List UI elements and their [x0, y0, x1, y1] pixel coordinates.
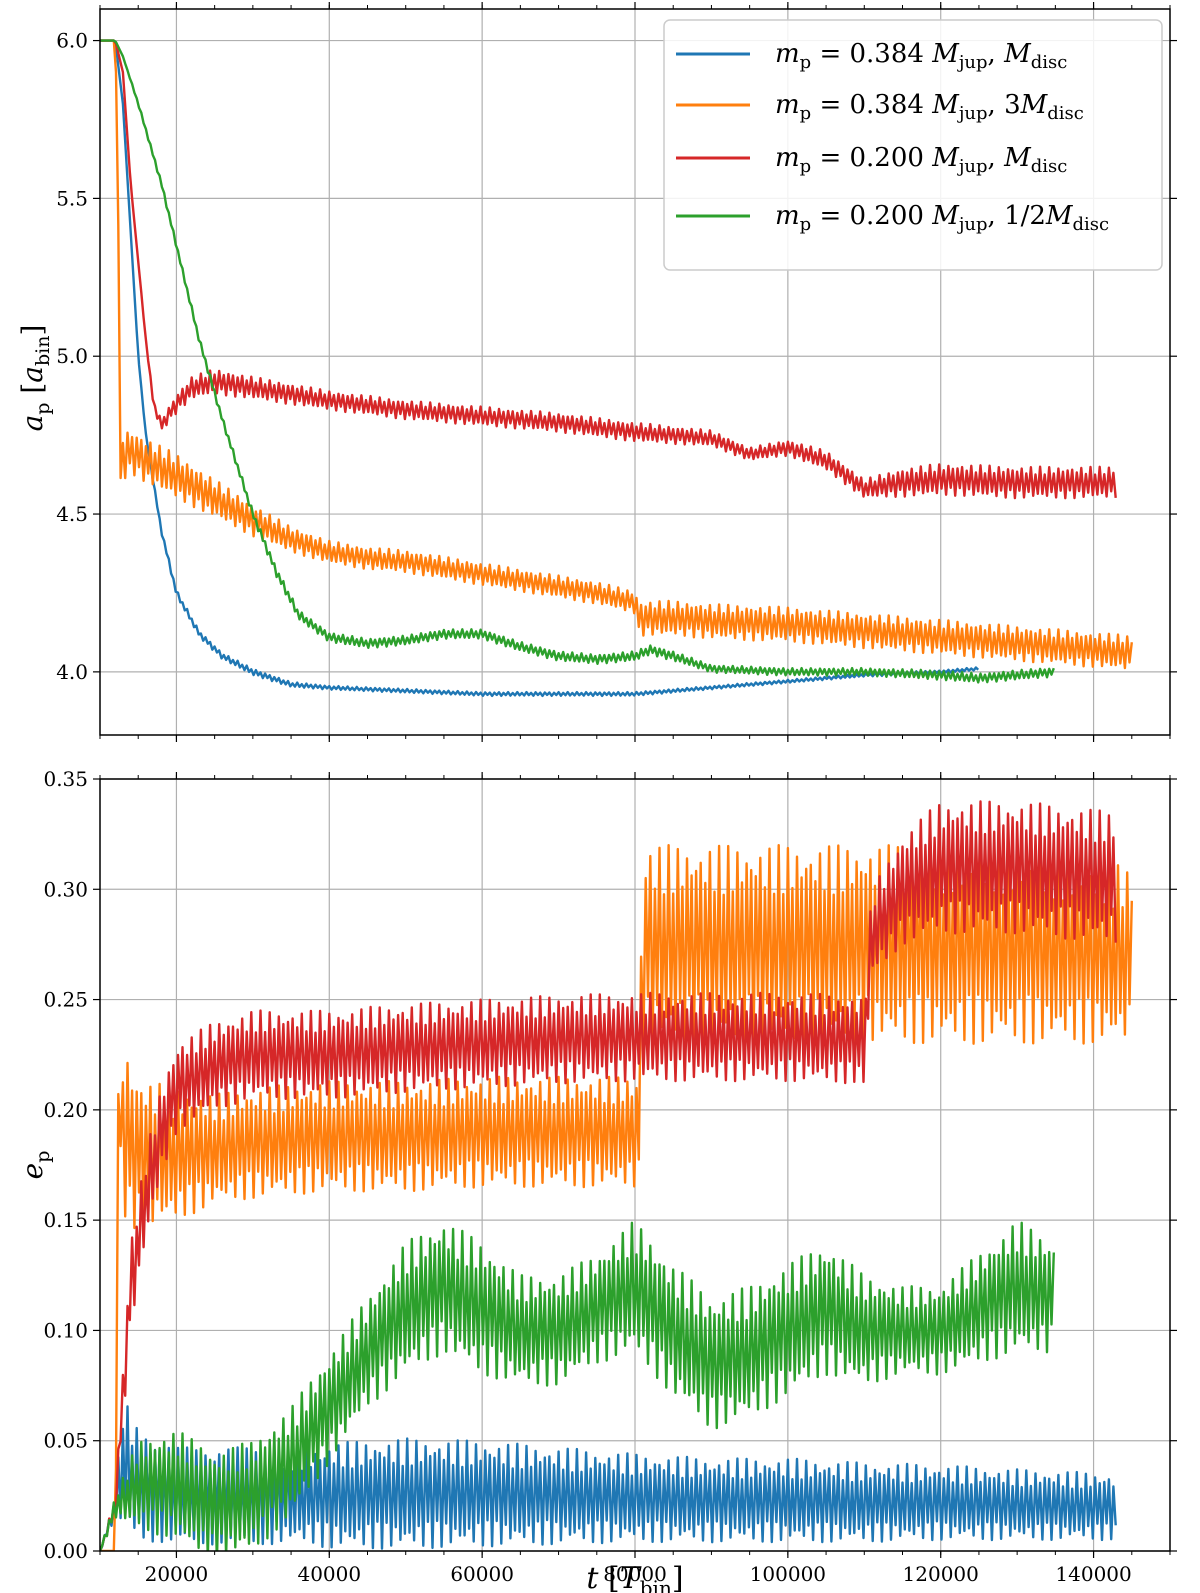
legend-label-1: mp = 0.384 Mjup, Mdisc — [775, 39, 1067, 73]
top-series-line-4 — [100, 39, 1055, 684]
legend-label-2: mp = 0.384 Mjup, 3Mdisc — [775, 90, 1084, 124]
legend-label-4: mp = 0.200 Mjup, 1/2Mdisc — [775, 201, 1109, 235]
bottom-series-line-2 — [100, 844, 1133, 1551]
panel-semi-major-axis: 4.0 4.5 5.0 5.5 6.0 ap [abin] mp = 0.384 Mju… — [16, 2, 1177, 742]
bottom-y-axis-label: ep — [16, 1151, 54, 1180]
x-tick-label: 20000 — [145, 1562, 209, 1586]
x-tick-label: 40000 — [297, 1562, 361, 1586]
top-y-tick-label: 6.0 — [56, 29, 88, 53]
top-y-tick-label: 4.5 — [56, 502, 88, 526]
bottom-y-tick-label: 0.00 — [43, 1539, 88, 1563]
bottom-y-tick-label: 0.10 — [43, 1318, 88, 1342]
top-y-tick-label: 5.0 — [56, 344, 88, 368]
x-tick-label: 80000 — [603, 1562, 667, 1586]
x-tick-label: 120000 — [903, 1562, 979, 1586]
legend: mp = 0.384 Mjup, Mdisc mp = 0.384 Mjup, 3… — [663, 19, 1163, 271]
legend-label-3: mp = 0.200 Mjup, Mdisc — [775, 143, 1067, 177]
bottom-y-tick-label: 0.25 — [43, 988, 88, 1012]
top-series-line-2 — [100, 39, 1133, 670]
bottom-ticks: 20000 40000 60000 80000 100000 120000 140000 0.… — [43, 767, 1177, 1586]
bottom-series-line-3 — [100, 800, 1117, 1551]
x-tick-label: 100000 — [750, 1562, 826, 1586]
panel-eccentricity: 20000 40000 60000 80000 100000 120000 140000 0.… — [16, 767, 1177, 1593]
x-axis-label: t [Tbin] — [586, 1561, 683, 1593]
bottom-y-tick-label: 0.35 — [43, 767, 88, 791]
top-ticks: 4.0 4.5 5.0 5.5 6.0 — [56, 2, 1177, 742]
bottom-series-line-4 — [100, 1221, 1055, 1551]
top-y-axis-label: ap [abin] — [16, 325, 54, 432]
top-series-line-1 — [100, 39, 980, 698]
top-y-tick-label: 4.0 — [56, 660, 88, 684]
x-tick-label: 140000 — [1055, 1562, 1131, 1586]
bottom-series-group — [100, 800, 1133, 1551]
legend-box — [663, 19, 1163, 271]
bottom-y-tick-label: 0.30 — [43, 877, 88, 901]
bottom-y-tick-label: 0.20 — [43, 1098, 88, 1122]
bottom-y-tick-label: 0.15 — [43, 1208, 88, 1232]
bottom-y-tick-label: 0.05 — [43, 1429, 88, 1453]
top-series-line-3 — [100, 39, 1117, 500]
top-y-tick-label: 5.5 — [56, 186, 88, 210]
x-tick-label: 60000 — [450, 1562, 514, 1586]
top-series-group — [100, 39, 1133, 698]
